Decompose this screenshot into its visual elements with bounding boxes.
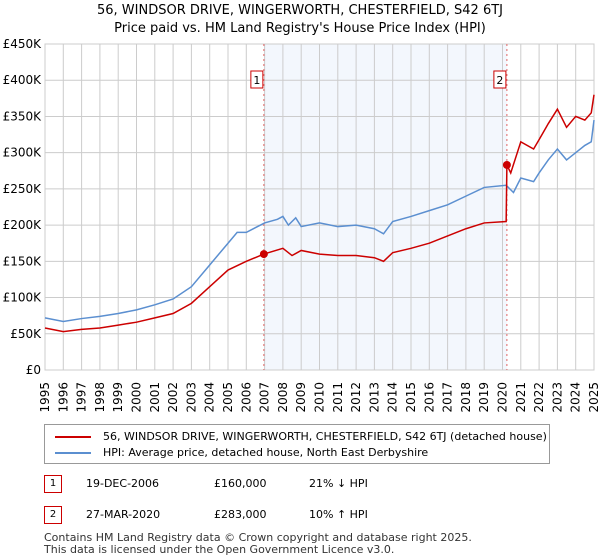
legend-item-hpi: HPI: Average price, detached house, Nort… — [55, 446, 428, 459]
legend-swatch-blue — [55, 451, 91, 454]
x-tick-label: 2015 — [404, 382, 418, 413]
transaction-date: 27-MAR-2020 — [86, 508, 161, 521]
x-tick-label: 2002 — [166, 382, 180, 413]
x-tick-label: 2000 — [130, 382, 144, 413]
plot-border — [44, 43, 595, 371]
x-tick-label: 2007 — [258, 382, 272, 413]
x-tick-label: 1996 — [56, 382, 70, 413]
x-tick-label: 2024 — [569, 382, 583, 413]
x-tick-label: 2013 — [367, 382, 381, 413]
x-tick-label: 2010 — [313, 382, 327, 413]
marker-label: 1 — [44, 475, 62, 493]
price-paid-line — [44, 94, 595, 333]
marker-label: 2 — [44, 506, 62, 524]
x-tick-label: 2004 — [203, 382, 217, 413]
sale-label-box — [493, 70, 507, 89]
x-tick-label: 2009 — [294, 382, 308, 413]
hpi-line — [44, 119, 595, 323]
legend: 56, WINDSOR DRIVE, WINGERWORTH, CHESTERF… — [44, 424, 550, 464]
transaction-date: 19-DEC-2006 — [86, 477, 160, 490]
x-tick-label: 2025 — [587, 382, 600, 413]
x-tick-label: 2017 — [441, 382, 455, 413]
transaction-hpi: 21% ↓ HPI — [309, 477, 368, 490]
x-tick-label: 2016 — [422, 382, 436, 413]
x-tick-label: 1995 — [38, 382, 52, 413]
y-tick-label: £50K — [10, 327, 42, 341]
x-tick-label: 2003 — [184, 382, 198, 413]
legend-swatch-red — [55, 435, 91, 438]
y-tick-label: £400K — [3, 73, 43, 87]
x-tick-label: 2020 — [496, 382, 510, 413]
price-chart: £0 £50K £100K £150K £200K £250K £300K £350K £400… — [3, 37, 600, 413]
x-tick-label: 1997 — [75, 382, 89, 413]
sale-label-box — [250, 70, 264, 89]
legend-item-property: 56, WINDSOR DRIVE, WINGERWORTH, CHESTERF… — [55, 430, 547, 443]
y-tick-label: £200K — [3, 218, 43, 232]
y-tick-label: £250K — [3, 182, 43, 196]
transaction-hpi: 10% ↑ HPI — [309, 508, 368, 521]
sale-label: 2 — [496, 74, 503, 87]
x-tick-label: 2006 — [239, 382, 253, 413]
sale-label: 1 — [253, 74, 260, 87]
y-tick-label: £450K — [3, 37, 43, 51]
x-tick-label: 2018 — [459, 382, 473, 413]
x-tick-label: 2008 — [276, 382, 290, 413]
x-tick-label: 2019 — [477, 382, 491, 413]
y-tick-label: £300K — [3, 146, 43, 160]
sale-point — [259, 250, 268, 259]
x-tick-label: 2014 — [386, 382, 400, 413]
x-tick-label: 2011 — [331, 382, 345, 413]
chart-title: 56, WINDSOR DRIVE, WINGERWORTH, CHESTERF… — [96, 3, 503, 36]
footer: Contains HM Land Registry data © Crown c… — [44, 531, 472, 556]
y-tick-label: £350K — [3, 109, 43, 123]
x-tick-label: 2023 — [550, 382, 564, 413]
y-tick-label: £100K — [3, 291, 43, 305]
x-tick-label: 2021 — [514, 382, 528, 413]
x-tick-label: 2001 — [148, 382, 162, 413]
y-tick-label: £0 — [26, 363, 41, 377]
x-tick-label: 2005 — [221, 382, 235, 413]
y-tick-label: £150K — [3, 254, 43, 268]
x-tick-label: 1998 — [93, 382, 107, 413]
x-tick-label: 2022 — [532, 382, 546, 413]
transaction-price: £283,000 — [214, 508, 267, 521]
x-tick-label: 1999 — [111, 382, 125, 413]
shaded-region — [263, 44, 507, 370]
sale-point — [502, 160, 511, 169]
x-tick-label: 2012 — [349, 382, 363, 413]
transaction-price: £160,000 — [214, 477, 267, 490]
